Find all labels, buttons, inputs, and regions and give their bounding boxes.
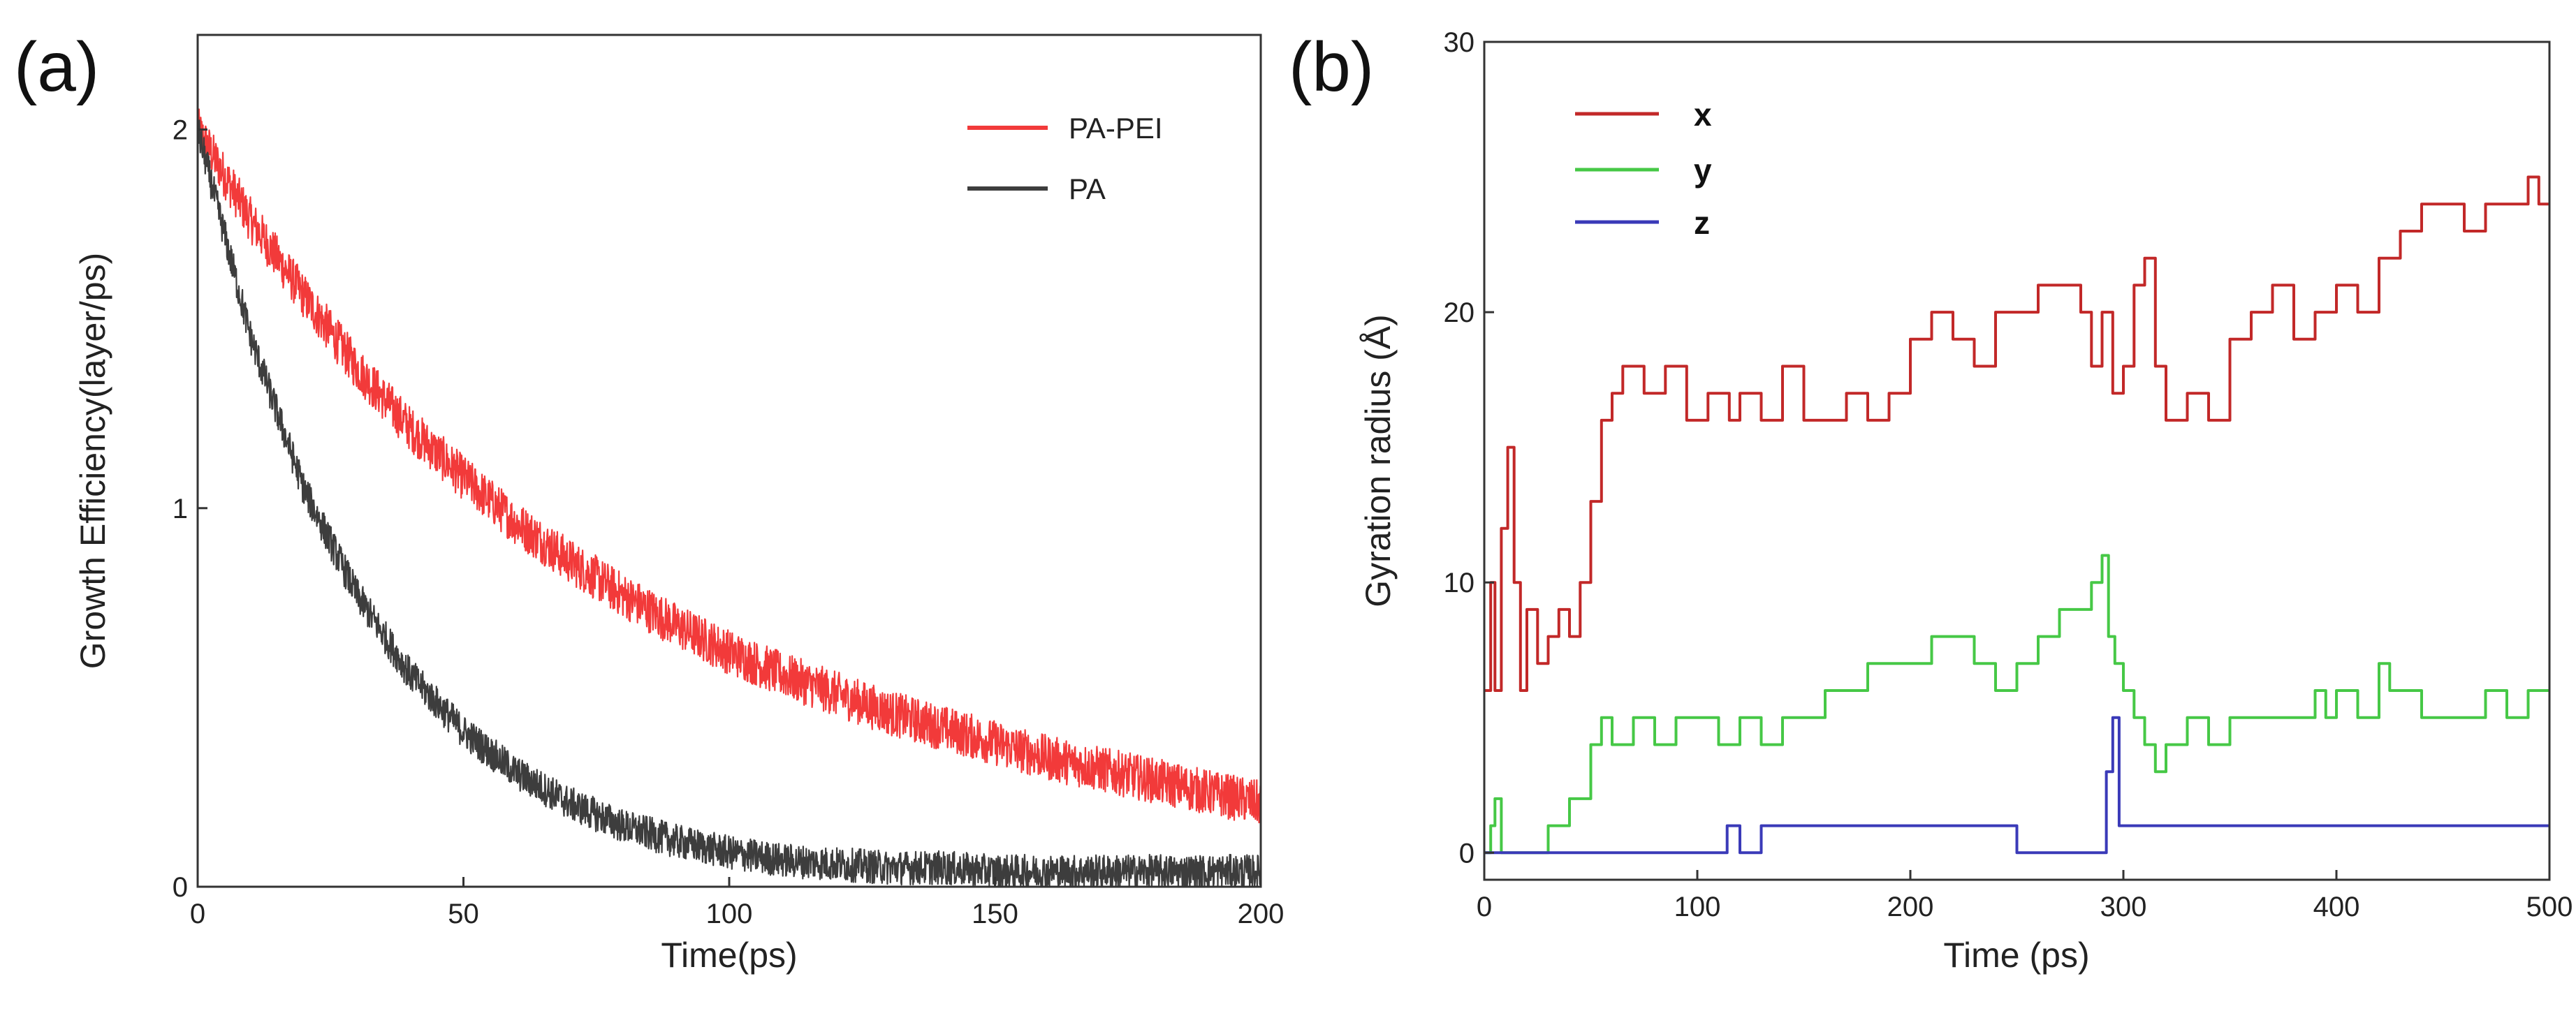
chart-panel-b: (b) 0 100 200 300 400 500 0 10 20 30 Time (ps) G… [1289, 27, 2573, 975]
legend-label-y: y [1694, 152, 1712, 189]
x-tick-label: 100 [706, 899, 753, 929]
panel-a-x-ticks: 0 50 100 150 200 [190, 877, 1285, 929]
x-tick-label: 150 [972, 899, 1018, 929]
x-tick-label: 400 [2313, 892, 2360, 922]
series-line-x [1484, 175, 2549, 692]
panel-a-legend: PA-PEI PA [967, 112, 1163, 205]
panel-a-x-axis-label: Time(ps) [661, 936, 797, 975]
panel-b-x-ticks: 0 100 200 300 400 500 [1477, 870, 2573, 922]
panel-a-series-layer [196, 108, 1262, 887]
panel-a-y-axis-label: Growth Efficiency(layer/ps) [73, 253, 112, 669]
panel-b-y-ticks: 0 10 20 30 [1444, 27, 1494, 869]
x-tick-label: 50 [448, 899, 479, 929]
chart-panel-a: (a) 0 50 100 150 200 0 1 2 Time(ps) Growth Eff… [14, 28, 1284, 975]
legend-label-pa-pei: PA-PEI [1069, 112, 1163, 145]
series-line-pa [197, 119, 1262, 887]
y-tick-label: 0 [1459, 838, 1474, 869]
series-line-z [1484, 716, 2549, 855]
legend-label-z: z [1694, 205, 1710, 241]
x-tick-label: 200 [1238, 899, 1285, 929]
y-tick-label: 2 [173, 115, 188, 146]
panel-a-y-ticks: 0 1 2 [173, 115, 207, 903]
x-tick-label: 100 [1674, 892, 1721, 922]
x-tick-label: 300 [2100, 892, 2147, 922]
series-line-y [1484, 554, 2549, 855]
x-tick-label: 500 [2526, 892, 2573, 922]
series-line-pa-pei [196, 108, 1262, 824]
legend-label-pa: PA [1069, 172, 1106, 205]
panel-b-y-axis-label: Gyration radius (Å) [1359, 314, 1398, 607]
panel-b-legend: x y z [1575, 96, 1712, 241]
panel-b-series-layer [1484, 175, 2549, 855]
panel-a-label: (a) [14, 28, 99, 106]
panel-b-plot-frame [1483, 40, 2551, 881]
y-tick-label: 1 [173, 494, 188, 524]
x-tick-label: 200 [1887, 892, 1934, 922]
panel-b-x-axis-label: Time (ps) [1943, 936, 2089, 975]
y-tick-label: 20 [1444, 297, 1475, 328]
x-tick-label: 0 [190, 899, 205, 929]
y-tick-label: 0 [173, 872, 188, 903]
y-tick-label: 10 [1444, 568, 1475, 598]
panel-b-label: (b) [1289, 28, 1374, 106]
legend-label-x: x [1694, 96, 1712, 133]
y-tick-label: 30 [1444, 27, 1475, 58]
x-tick-label: 0 [1477, 892, 1492, 922]
